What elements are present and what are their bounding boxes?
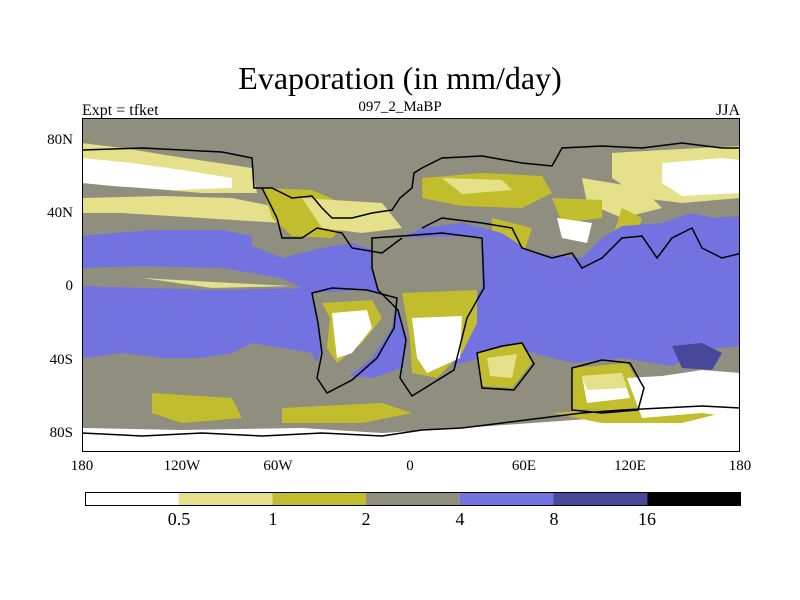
- lon-label-60w: 60W: [263, 458, 293, 474]
- south-america: [312, 290, 397, 393]
- northern-continent-moderate: [262, 173, 642, 258]
- colorbar-swatch-3: [366, 492, 460, 506]
- lon-label-60e: 60E: [511, 458, 537, 474]
- lat-label-40n: 40N: [47, 205, 73, 221]
- colorbar-swatch-6: [647, 492, 741, 506]
- lon-label-180w: 180: [70, 458, 94, 474]
- lat-label-0: 0: [65, 278, 74, 294]
- experiment-label: Expt = tfket: [82, 102, 159, 119]
- colorbar-swatch-5: [553, 492, 648, 506]
- lon-label-0: 0: [406, 458, 414, 474]
- colorbar-label-4: 4: [455, 509, 465, 529]
- northern-low-evaporation: [82, 143, 740, 223]
- colorbar-swatch-1: [178, 492, 273, 506]
- lon-label-120e: 120E: [614, 458, 646, 474]
- period-label: 097_2_MaBP: [358, 99, 442, 115]
- colorbar-label-0-5: 0.5: [167, 509, 191, 529]
- lon-label-180e: 180: [728, 458, 752, 474]
- map-frame: [82, 118, 740, 452]
- lat-label-40s: 40S: [49, 352, 73, 368]
- lon-label-120w: 120W: [163, 458, 201, 474]
- colorbar: [85, 492, 741, 506]
- southern-region: [82, 370, 740, 452]
- colorbar-swatch-2: [272, 492, 367, 506]
- colorbar-label-2: 2: [361, 509, 371, 529]
- lat-label-80n: 80N: [47, 132, 73, 148]
- equatorial-yellow-streak: [142, 278, 292, 288]
- colorbar-swatch-4: [459, 492, 554, 506]
- colorbar-label-1: 1: [268, 509, 278, 529]
- colorbar-frame: [85, 492, 741, 506]
- colorbar-swatch-0: [85, 492, 179, 506]
- evaporation-map: [82, 118, 740, 452]
- colorbar-label-16: 16: [638, 509, 656, 529]
- map-title: Evaporation (in mm/day): [238, 60, 562, 96]
- coastlines: [82, 142, 740, 437]
- season-label: JJA: [715, 102, 740, 119]
- lat-label-80s: 80S: [49, 425, 73, 441]
- australia-region: [477, 343, 722, 410]
- colorbar-label-8: 8: [549, 509, 559, 529]
